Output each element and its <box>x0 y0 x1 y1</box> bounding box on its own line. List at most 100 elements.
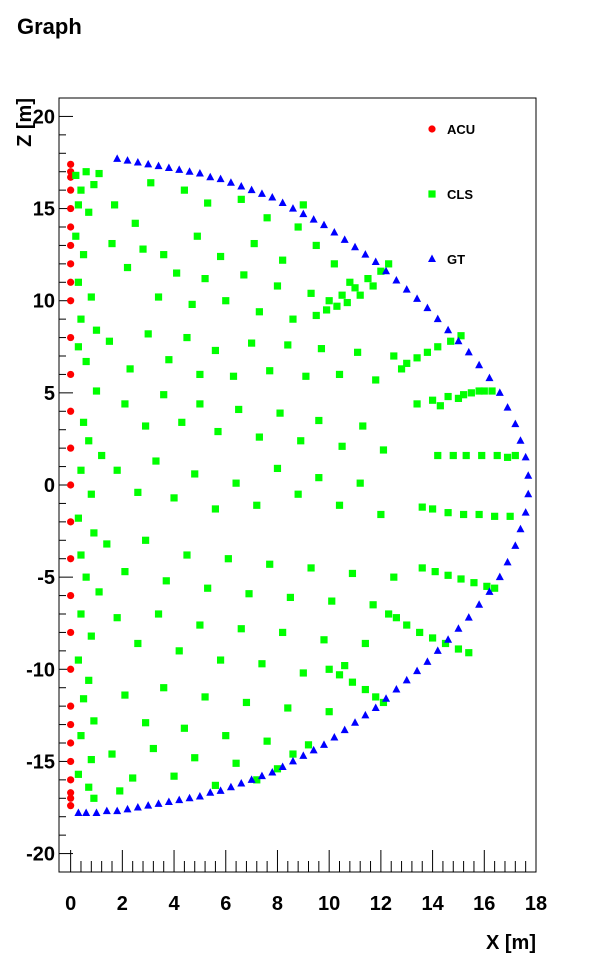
cls-point <box>222 297 229 304</box>
cls-point <box>142 719 149 726</box>
cls-point <box>217 253 224 260</box>
cls-point <box>338 443 345 450</box>
cls-point <box>121 568 128 575</box>
cls-point <box>344 299 351 306</box>
cls-point <box>196 371 203 378</box>
cls-point <box>429 397 436 404</box>
cls-point <box>313 242 320 249</box>
cls-point <box>90 717 97 724</box>
cls-point <box>444 393 451 400</box>
x-tick-label: 6 <box>220 893 231 915</box>
cls-point <box>264 738 271 745</box>
cls-point <box>147 179 154 186</box>
cls-point <box>217 656 224 663</box>
cls-point <box>507 513 514 520</box>
cls-point <box>95 588 102 595</box>
acu-point <box>67 371 74 378</box>
cls-point <box>145 330 152 337</box>
cls-point <box>419 504 426 511</box>
cls-point <box>349 679 356 686</box>
acu-point <box>67 629 74 636</box>
cls-point <box>434 343 441 350</box>
cls-point <box>284 341 291 348</box>
cls-point <box>88 491 95 498</box>
cls-point <box>75 656 82 663</box>
cls-point <box>77 467 84 474</box>
cls-point <box>129 774 136 781</box>
cls-point <box>85 784 92 791</box>
cls-point <box>444 572 451 579</box>
cls-point <box>307 564 314 571</box>
y-axis-title: Z [m] <box>14 98 36 147</box>
cls-point <box>460 511 467 518</box>
cls-point <box>77 187 84 194</box>
cls-point <box>351 284 358 291</box>
acu-point <box>67 518 74 525</box>
acu-point <box>67 161 74 168</box>
legend-cls-label: CLS <box>447 187 473 202</box>
cls-point <box>468 389 475 396</box>
cls-point <box>176 647 183 654</box>
cls-point <box>248 340 255 347</box>
cls-point <box>111 201 118 208</box>
cls-point <box>266 367 273 374</box>
cls-point <box>429 505 436 512</box>
cls-point <box>362 686 369 693</box>
cls-point <box>447 338 454 345</box>
cls-point <box>470 579 477 586</box>
cls-point <box>191 754 198 761</box>
cls-point <box>370 601 377 608</box>
cls-point <box>256 308 263 315</box>
cls-point <box>390 574 397 581</box>
cls-point <box>419 564 426 571</box>
cls-point <box>114 614 121 621</box>
cls-point <box>364 275 371 282</box>
cls-point <box>116 787 123 794</box>
acu-point <box>67 205 74 212</box>
acu-point <box>67 260 74 267</box>
acu-point <box>67 187 74 194</box>
plot-frame <box>59 98 536 872</box>
cls-point <box>274 465 281 472</box>
acu-point <box>67 297 74 304</box>
cls-point <box>121 691 128 698</box>
cls-point <box>279 629 286 636</box>
cls-point <box>398 365 405 372</box>
cls-point <box>225 555 232 562</box>
cls-point <box>88 293 95 300</box>
cls-point <box>90 181 97 188</box>
cls-point <box>134 489 141 496</box>
cls-point <box>359 422 366 429</box>
x-tick-label: 18 <box>525 893 547 915</box>
cls-point <box>315 417 322 424</box>
cls-point <box>170 494 177 501</box>
x-tick-label: 0 <box>65 893 76 915</box>
cls-point <box>85 677 92 684</box>
cls-point <box>194 233 201 240</box>
cls-point <box>77 316 84 323</box>
cls-point <box>372 376 379 383</box>
cls-point <box>333 303 340 310</box>
x-tick-label: 12 <box>370 893 392 915</box>
cls-point <box>212 782 219 789</box>
cls-point <box>183 551 190 558</box>
acu-point <box>67 481 74 488</box>
cls-point <box>253 502 260 509</box>
cls-point <box>465 649 472 656</box>
cls-point <box>238 625 245 632</box>
cls-point <box>152 457 159 464</box>
cls-point <box>183 334 190 341</box>
cls-point <box>108 240 115 247</box>
cls-point <box>315 474 322 481</box>
cls-point <box>318 345 325 352</box>
cls-point <box>274 282 281 289</box>
cls-point <box>93 327 100 334</box>
cls-point <box>77 732 84 739</box>
cls-point <box>455 395 462 402</box>
cls-point <box>297 437 304 444</box>
cls-point <box>240 271 247 278</box>
cls-point <box>121 400 128 407</box>
cls-point <box>83 168 90 175</box>
cls-point <box>75 515 82 522</box>
y-tick-label: 0 <box>44 475 55 497</box>
